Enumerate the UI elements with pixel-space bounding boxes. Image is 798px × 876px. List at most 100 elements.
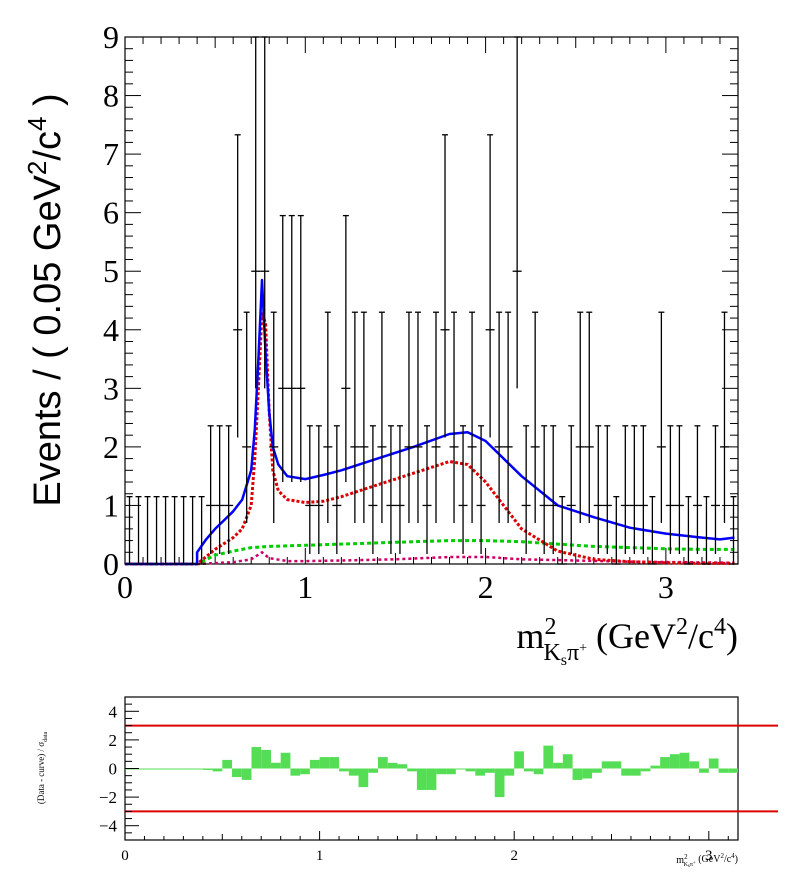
main-plot-frame (124, 36, 739, 565)
y-tick-label: 2 (103, 429, 119, 465)
data-point (620, 425, 630, 555)
data-point (197, 496, 207, 565)
data-point (206, 425, 216, 555)
data-point (503, 311, 513, 524)
data-point (647, 496, 657, 565)
data-point (413, 311, 423, 524)
data-point (287, 214, 297, 483)
data-point (584, 311, 594, 524)
data-point (332, 425, 342, 555)
pull-x-tick-label: 1 (316, 848, 324, 864)
pull-bar (533, 768, 544, 775)
data-point (530, 311, 540, 524)
pull-bar (582, 768, 593, 779)
pull-y-tick-label: −2 (99, 788, 117, 807)
pull-y-tick-label: 2 (109, 731, 118, 750)
data-point (431, 311, 441, 524)
y-tick-label: 8 (103, 78, 119, 114)
data-point (251, 36, 261, 389)
pull-bar (494, 768, 505, 798)
fit-total-curve (125, 278, 735, 566)
data-point (404, 311, 414, 524)
data-point (719, 311, 729, 524)
main-axis-ticks (124, 36, 738, 565)
fit-background-curve (125, 539, 735, 566)
pull-y-axis-label: (Data - curve) / σdata (36, 732, 49, 805)
data-points (125, 36, 738, 565)
resonance-line (125, 310, 735, 566)
pull-bar (699, 768, 709, 773)
data-point (350, 311, 360, 524)
pull-bar (163, 768, 174, 770)
data-point (638, 425, 648, 555)
pull-bar (377, 757, 388, 769)
pull-x-axis-label: m2 Ksπ+ (GeV2/c4) (676, 852, 738, 869)
data-point (377, 311, 387, 524)
main-y-axis-label: Events / ( 0.05 GeV2/c4 ) (22, 93, 69, 506)
data-point (485, 134, 495, 438)
data-point (701, 496, 711, 565)
pull-bar (290, 768, 301, 776)
background-line (125, 539, 735, 566)
data-point (557, 496, 567, 565)
data-point (494, 311, 504, 524)
y-tick-label: 1 (103, 487, 119, 523)
data-point (224, 425, 234, 555)
data-point (260, 36, 270, 389)
data-point (566, 425, 576, 555)
pull-bar (387, 762, 398, 769)
data-point (539, 425, 549, 555)
pull-bar (222, 759, 233, 769)
pull-bar (446, 768, 456, 775)
pull-bar (708, 758, 719, 769)
pull-bar (660, 757, 670, 769)
pull-bar (553, 762, 563, 769)
y-tick-label: 3 (103, 370, 119, 406)
data-point (656, 311, 666, 524)
data-point (602, 425, 612, 555)
data-point (395, 425, 405, 555)
data-point (323, 311, 333, 524)
x-tick-label: 1 (297, 569, 313, 605)
pull-y-tick-label: 0 (109, 760, 118, 779)
data-point (422, 425, 432, 555)
pull-bar (241, 768, 252, 780)
pull-axis-ticks (124, 696, 729, 841)
pull-bar (621, 768, 631, 776)
y-tick-label: 4 (103, 312, 119, 348)
pull-bar (309, 759, 320, 769)
data-point (296, 214, 306, 483)
pull-bar (193, 768, 203, 770)
pull-bar (650, 765, 661, 769)
main-tick-labels: 0 1 2 3 4 5 6 7 8 9 0 1 2 3 (103, 19, 674, 605)
pull-bar (319, 757, 330, 769)
data-point (710, 425, 720, 555)
pull-x-tick-label: 3 (705, 848, 713, 864)
pull-bar (329, 757, 340, 769)
data-point (611, 496, 621, 565)
data-point (215, 425, 225, 555)
data-point (341, 214, 351, 483)
pull-bar (397, 764, 408, 769)
pull-bar (601, 761, 612, 769)
data-point (476, 425, 486, 555)
pull-bar (504, 768, 515, 776)
pull-bar (485, 768, 495, 773)
x-tick-label: 2 (478, 569, 494, 605)
pull-bar (416, 768, 427, 790)
x-tick-label: 0 (117, 569, 133, 605)
data-point (233, 134, 243, 438)
pull-limit-lines (125, 724, 778, 813)
fit-resonance-curve (125, 310, 735, 566)
data-point (728, 496, 738, 565)
data-point (548, 425, 558, 555)
pull-bar (572, 768, 583, 780)
pull-bar (592, 768, 602, 773)
data-point (179, 496, 189, 565)
data-point (125, 496, 135, 565)
data-point (521, 425, 531, 555)
data-point (278, 214, 288, 483)
total-fit-line (125, 278, 735, 566)
pull-bar (436, 768, 447, 775)
